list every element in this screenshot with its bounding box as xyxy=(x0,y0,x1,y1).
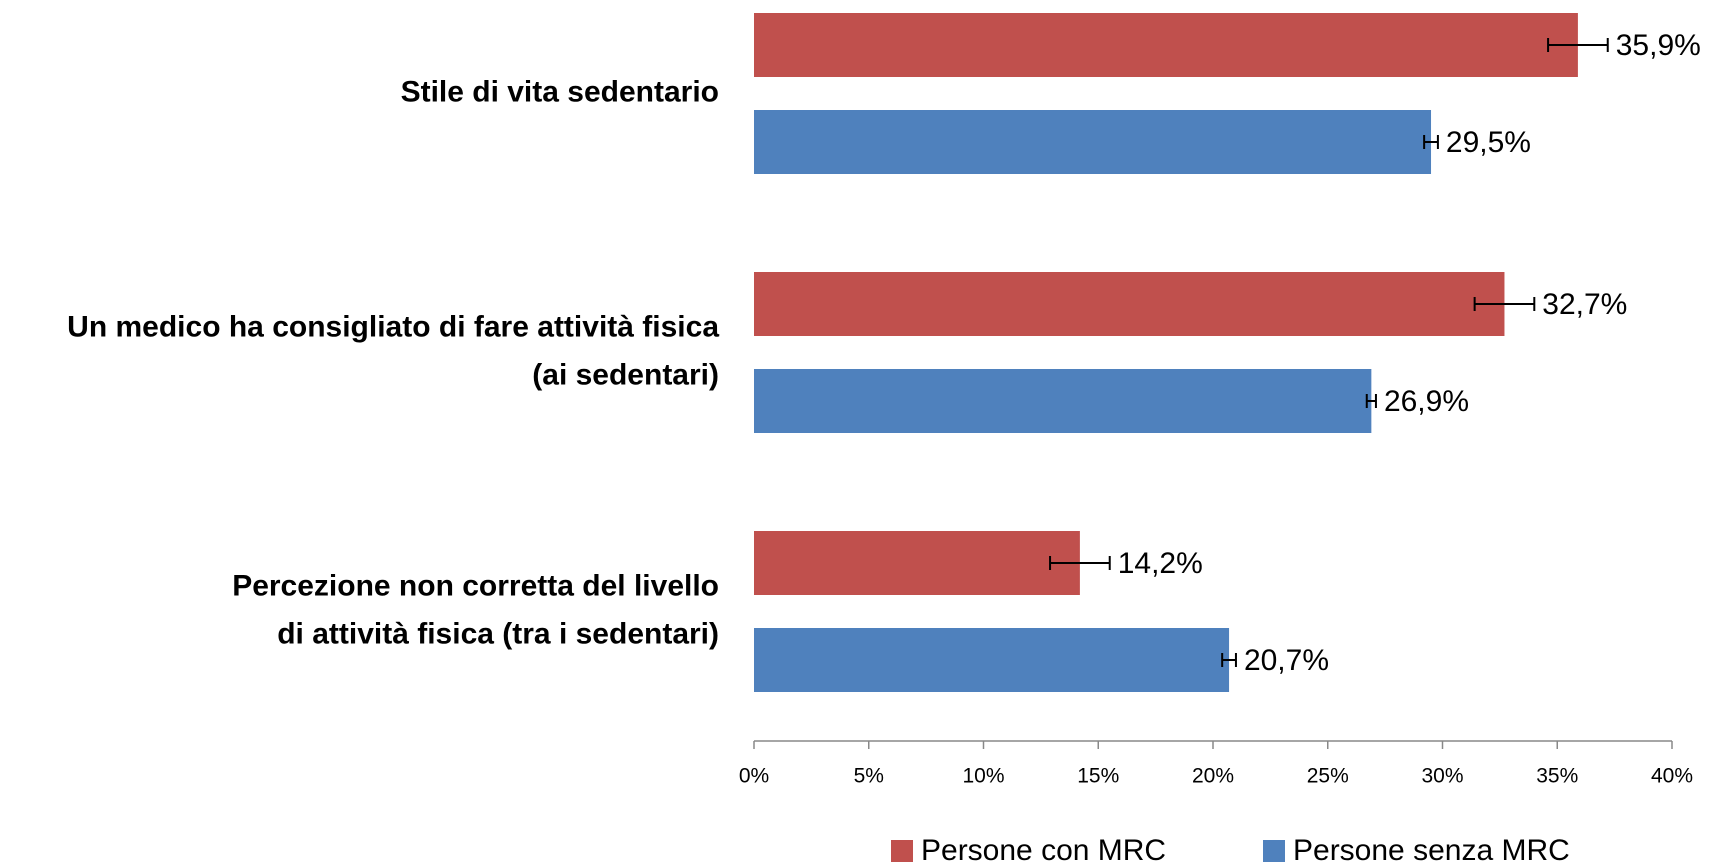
category-label: di attività fisica (tra i sedentari) xyxy=(277,617,719,650)
legend-label: Persone senza MRC xyxy=(1293,834,1570,864)
x-tick-label: 0% xyxy=(739,765,769,788)
value-label: 29,5% xyxy=(1446,126,1531,159)
category-label: Percezione non corretta del livello xyxy=(232,569,719,602)
legend-swatch xyxy=(891,840,913,862)
value-label: 32,7% xyxy=(1542,288,1627,321)
x-tick-label: 40% xyxy=(1651,765,1693,788)
x-tick-label: 5% xyxy=(854,765,884,788)
x-tick-label: 25% xyxy=(1307,765,1349,788)
value-label: 26,9% xyxy=(1384,385,1469,418)
bar xyxy=(754,13,1578,77)
x-tick-label: 20% xyxy=(1192,765,1234,788)
legend-swatch xyxy=(1263,840,1285,862)
value-label: 20,7% xyxy=(1244,644,1329,677)
category-label: Un medico ha consigliato di fare attivit… xyxy=(67,310,719,343)
value-label: 35,9% xyxy=(1616,29,1701,62)
category-label: (ai sedentari) xyxy=(532,358,719,391)
x-tick-label: 30% xyxy=(1421,765,1463,788)
bar xyxy=(754,110,1432,174)
error-bar xyxy=(1049,556,1111,570)
category-label: Stile di vita sedentario xyxy=(401,75,719,108)
bar xyxy=(754,531,1080,595)
error-bar xyxy=(1221,653,1237,667)
error-bar xyxy=(1473,297,1536,311)
bar xyxy=(754,628,1230,692)
value-label: 14,2% xyxy=(1118,547,1203,580)
error-bar xyxy=(1423,135,1439,149)
error-bar xyxy=(1365,394,1377,408)
legend-label: Persone con MRC xyxy=(921,834,1166,864)
bar xyxy=(754,272,1505,336)
bar xyxy=(754,369,1372,433)
x-tick-label: 10% xyxy=(962,765,1004,788)
error-bar xyxy=(1547,38,1609,52)
x-tick-label: 35% xyxy=(1536,765,1578,788)
x-tick-label: 15% xyxy=(1077,765,1119,788)
